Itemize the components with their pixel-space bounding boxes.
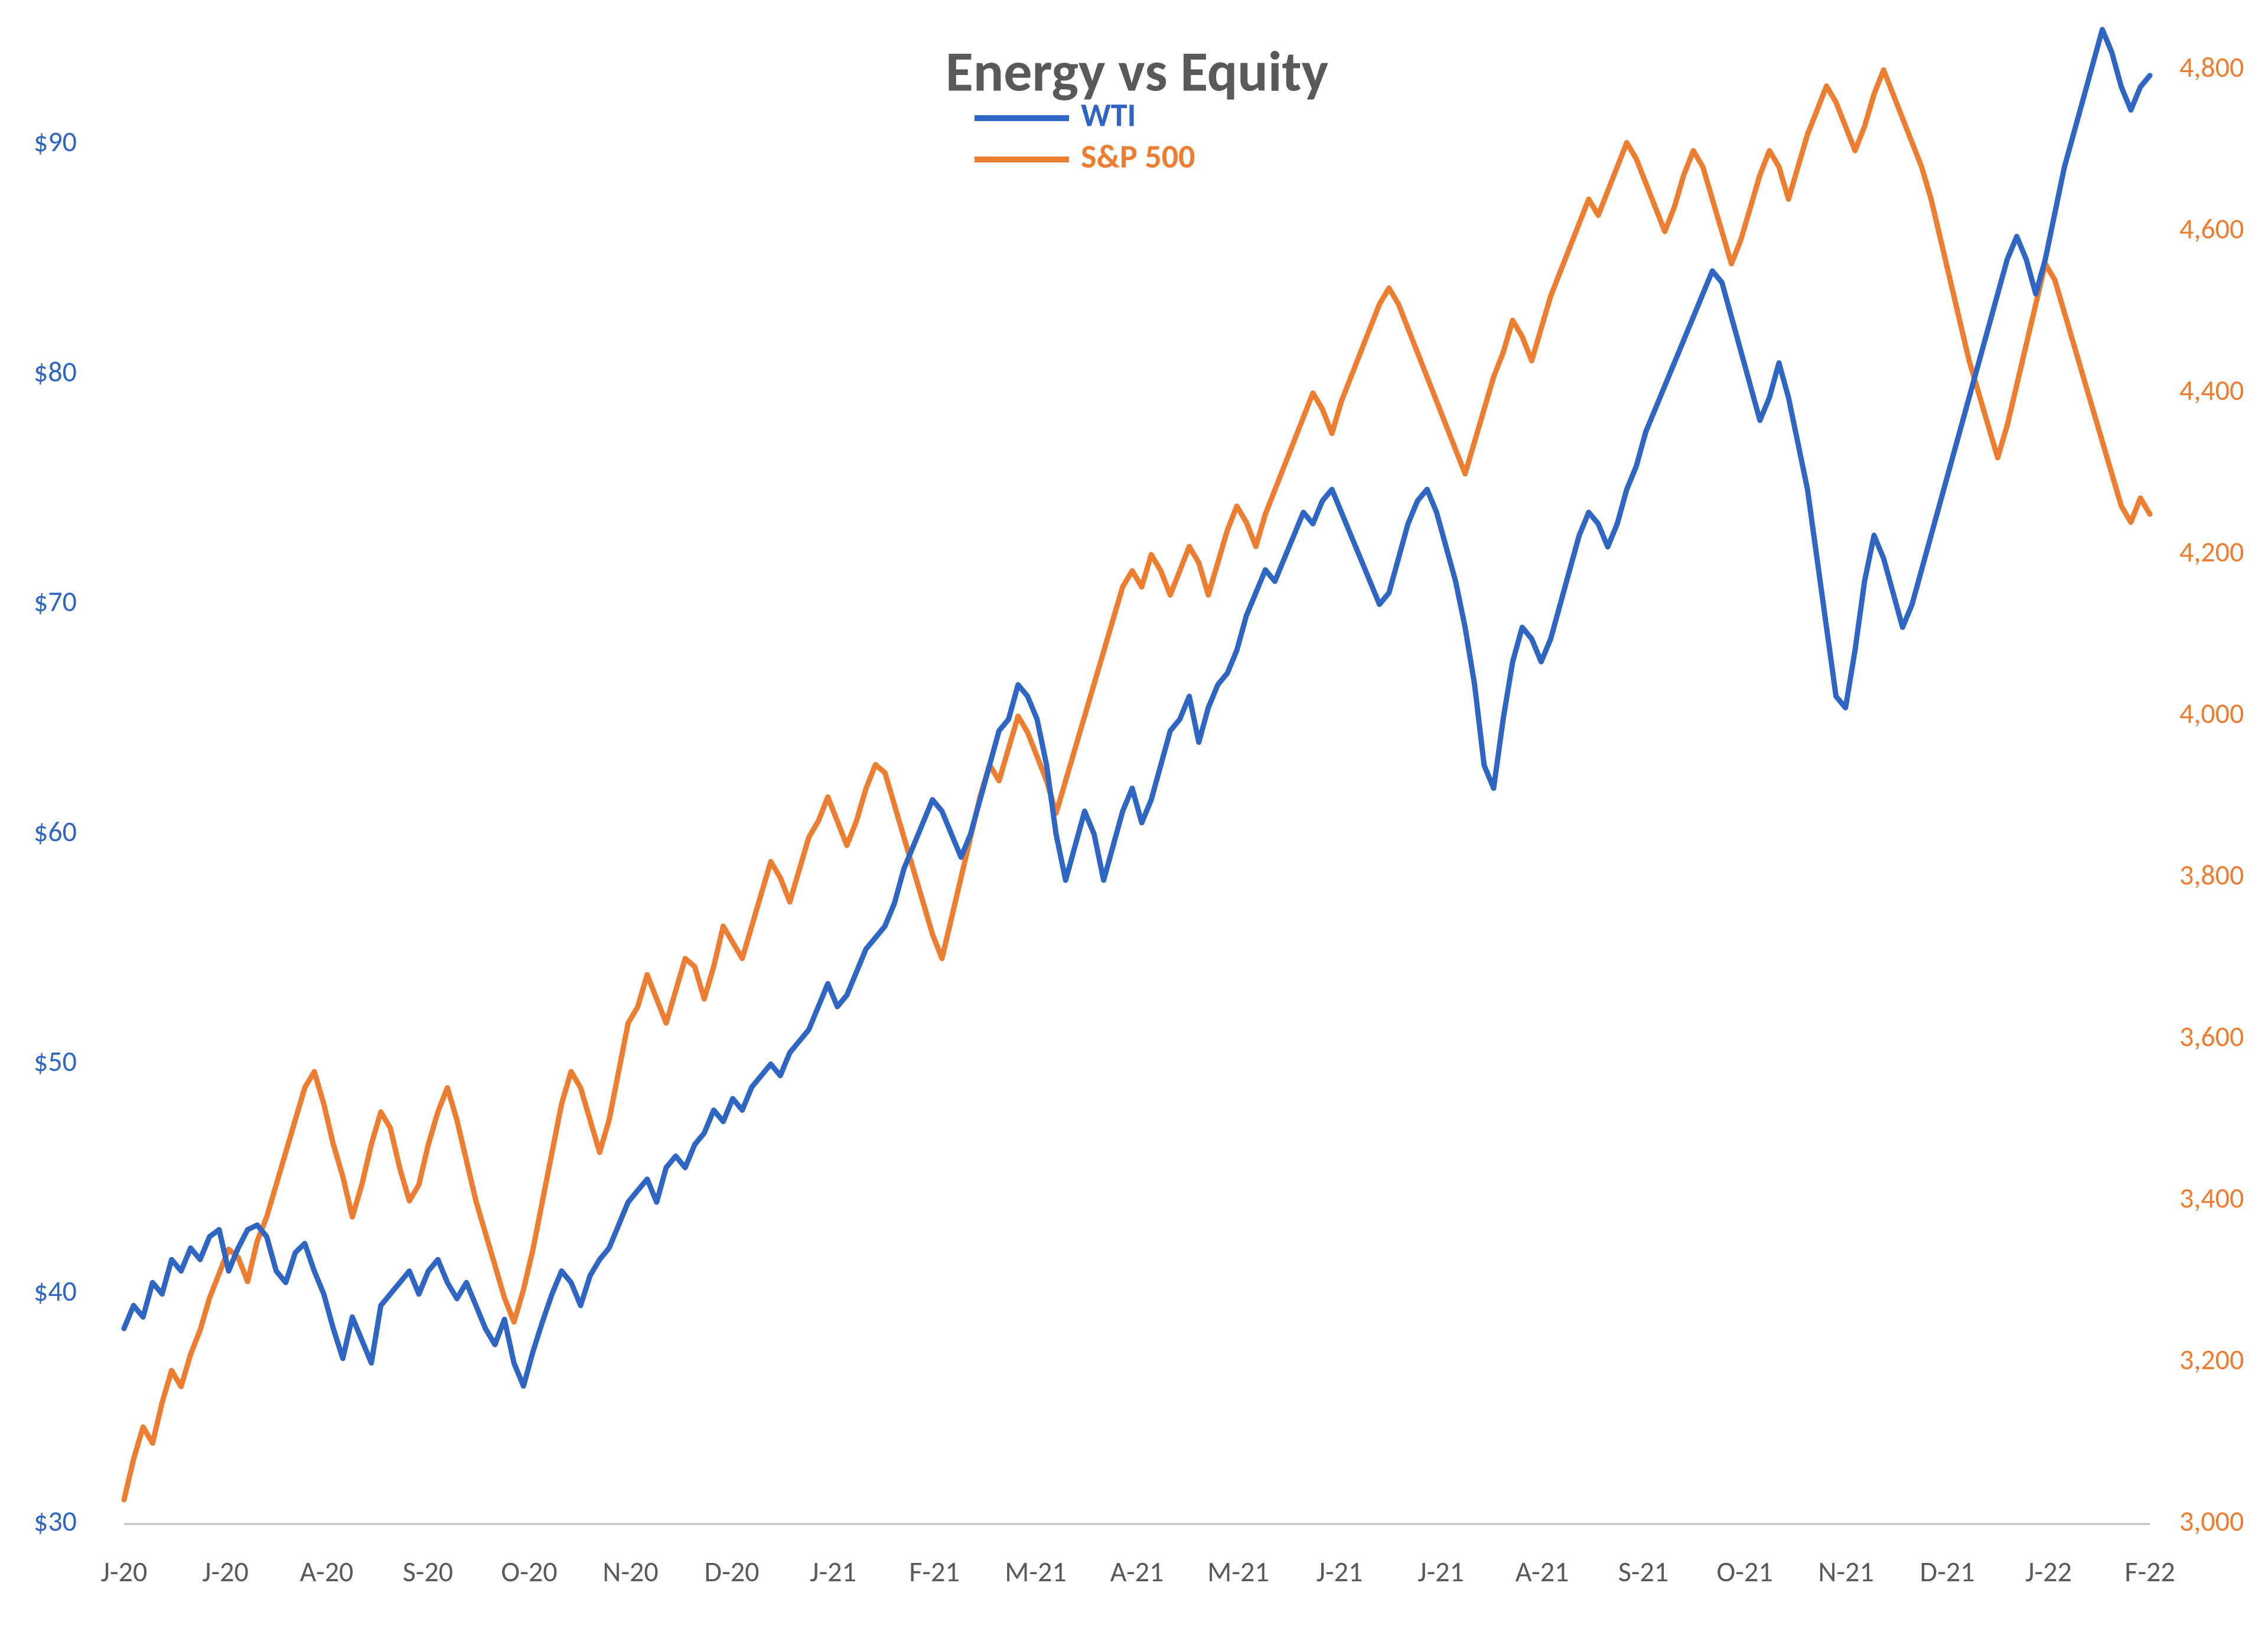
right-axis-tick-label: 4,200 bbox=[2179, 534, 2244, 569]
left-axis-tick-label: $50 bbox=[34, 1044, 77, 1079]
x-axis-tick-label: J-20 bbox=[101, 1554, 148, 1589]
x-axis-tick-label: J-21 bbox=[810, 1554, 856, 1589]
x-axis-tick-label: A-21 bbox=[1110, 1554, 1164, 1589]
right-axis-tick-label: 4,600 bbox=[2179, 211, 2244, 246]
x-axis-tick-label: J-20 bbox=[202, 1554, 249, 1589]
x-axis-tick-label: J-22 bbox=[2025, 1554, 2072, 1589]
left-axis-tick-label: $60 bbox=[34, 814, 77, 849]
x-axis-tick-label: D-20 bbox=[705, 1554, 760, 1589]
right-axis-tick-label: 3,200 bbox=[2179, 1342, 2244, 1377]
x-axis-tick-label: A-20 bbox=[300, 1554, 354, 1589]
right-axis-tick-label: 3,400 bbox=[2179, 1180, 2244, 1215]
left-axis-tick-label: $40 bbox=[34, 1274, 77, 1308]
line-chart-svg: $30 $40 $50 $60 $70 $80 $90 3,000 3,200 3,400 3,60… bbox=[0, 0, 2268, 1648]
legend-label: S&P 500 bbox=[1081, 137, 1195, 177]
left-axis-tick-label: $80 bbox=[34, 354, 77, 389]
x-axis-tick-label: D-21 bbox=[1920, 1554, 1975, 1589]
x-axis-tick-label: J-21 bbox=[1317, 1554, 1363, 1589]
left-axis-tick-label: $70 bbox=[34, 584, 77, 619]
chart-title: Energy vs Equity bbox=[946, 37, 1328, 106]
x-axis-tick-label: N-20 bbox=[602, 1554, 658, 1589]
legend-label: WTI bbox=[1081, 96, 1136, 136]
x-axis-tick-label: M-21 bbox=[1207, 1554, 1269, 1589]
x-axis-tick-label: J-21 bbox=[1418, 1554, 1464, 1589]
x-axis-tick-label: F-21 bbox=[909, 1554, 959, 1589]
right-axis-tick-label: 4,800 bbox=[2179, 50, 2244, 84]
x-axis-tick-label: F-22 bbox=[2124, 1554, 2175, 1589]
x-axis-tick-label: N-21 bbox=[1818, 1554, 1873, 1589]
left-axis-tick-label: $90 bbox=[34, 124, 77, 159]
x-axis-tick-label: A-21 bbox=[1516, 1554, 1569, 1589]
right-axis-tick-label: 3,000 bbox=[2179, 1503, 2244, 1538]
right-axis-tick-label: 3,800 bbox=[2179, 857, 2244, 892]
right-axis-tick-label: 4,400 bbox=[2179, 373, 2244, 408]
x-axis-tick-label: M-21 bbox=[1005, 1554, 1066, 1589]
left-axis-tick-label: $30 bbox=[34, 1503, 77, 1538]
right-axis-tick-label: 3,600 bbox=[2179, 1019, 2244, 1054]
x-axis-tick-label: S-21 bbox=[1618, 1554, 1669, 1589]
chart-container: $30 $40 $50 $60 $70 $80 $90 3,000 3,200 3,400 3,60… bbox=[0, 0, 2268, 1648]
right-axis-tick-label: 4,000 bbox=[2179, 696, 2244, 731]
x-axis-tick-label: O-21 bbox=[1716, 1554, 1772, 1589]
x-axis-tick-label: S-20 bbox=[403, 1554, 453, 1589]
x-axis-tick-label: O-20 bbox=[501, 1554, 557, 1589]
